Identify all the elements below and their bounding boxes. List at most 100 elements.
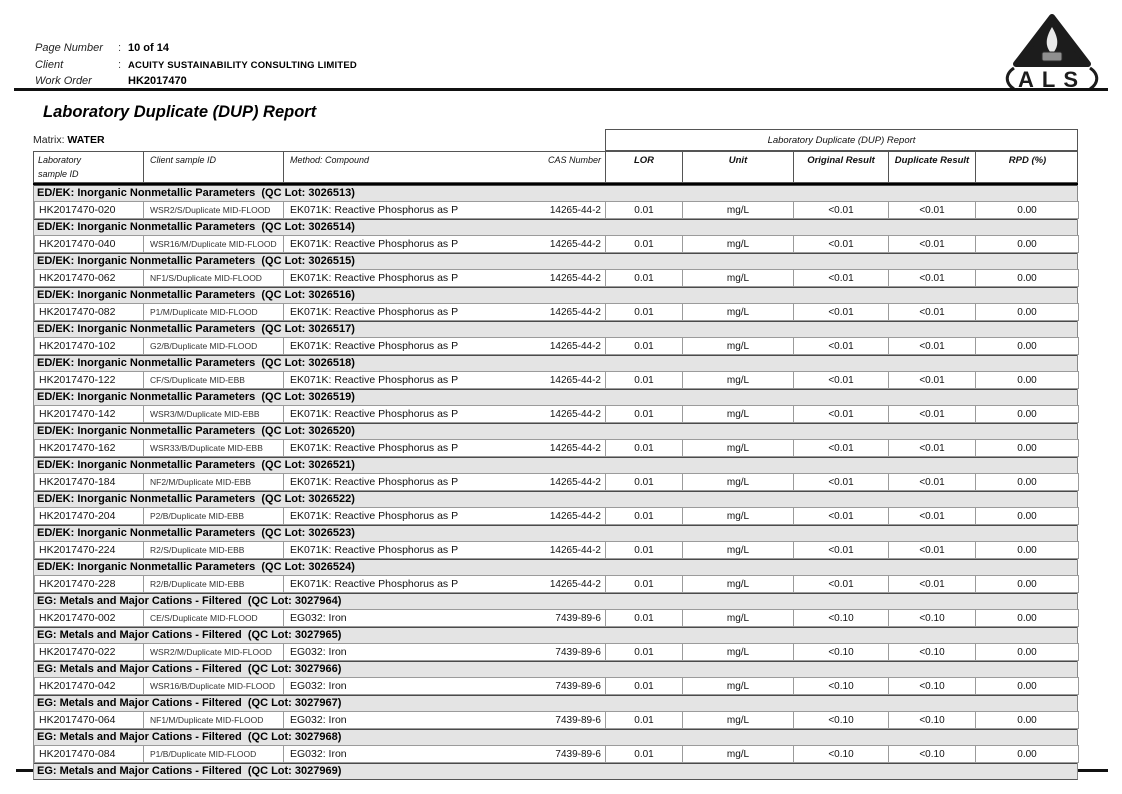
cell-unit: mg/L <box>683 711 794 729</box>
cell-cas: 7439-89-6 <box>516 711 606 729</box>
col-original-result: Original Result <box>794 152 889 182</box>
matrix-label: Matrix: <box>33 134 65 146</box>
cell-lor: 0.01 <box>606 337 683 355</box>
cell-original: <0.01 <box>794 337 889 355</box>
header-body-divider <box>33 183 1078 185</box>
cell-method: EK071K: Reactive Phosphorus as P <box>284 507 516 525</box>
table-row: HK2017470-102 G2/B/Duplicate MID-FLOOD EK0… <box>34 337 1079 355</box>
group-header: ED/EK: Inorganic Nonmetallic Parameters … <box>34 559 1077 575</box>
client-colon: : <box>118 59 122 71</box>
cell-client-id: P1/B/Duplicate MID-FLOOD <box>144 745 284 763</box>
cell-method: EK071K: Reactive Phosphorus as P <box>284 303 516 321</box>
cell-rpd: 0.00 <box>976 201 1079 219</box>
cell-cas: 7439-89-6 <box>516 745 606 763</box>
cell-lor: 0.01 <box>606 371 683 389</box>
cell-unit: mg/L <box>683 677 794 695</box>
client-label: Client <box>35 59 64 71</box>
cell-cas: 7439-89-6 <box>516 677 606 695</box>
cell-original: <0.01 <box>794 303 889 321</box>
cell-cas: 14265-44-2 <box>516 575 606 593</box>
cell-lor: 0.01 <box>606 235 683 253</box>
span-header: Laboratory Duplicate (DUP) Report <box>605 129 1078 151</box>
cell-rpd: 0.00 <box>976 609 1079 627</box>
cell-lor: 0.01 <box>606 303 683 321</box>
cell-lab-id: HK2017470-184 <box>34 473 144 491</box>
cell-lor: 0.01 <box>606 439 683 457</box>
group-header: EG: Metals and Major Cations - Filtered … <box>34 695 1077 711</box>
cell-client-id: WSR33/B/Duplicate MID-EBB <box>144 439 284 457</box>
cell-method: EK071K: Reactive Phosphorus as P <box>284 405 516 423</box>
cell-client-id: NF1/M/Duplicate MID-FLOOD <box>144 711 284 729</box>
table-row: HK2017470-020 WSR2/S/Duplicate MID-FLOOD E… <box>34 201 1079 219</box>
cell-original: <0.10 <box>794 643 889 661</box>
cell-original: <0.10 <box>794 745 889 763</box>
group-header: ED/EK: Inorganic Nonmetallic Parameters … <box>34 253 1077 269</box>
cell-method: EK071K: Reactive Phosphorus as P <box>284 473 516 491</box>
table-row: HK2017470-228 R2/B/Duplicate MID-EBB EK071… <box>34 575 1079 593</box>
cell-client-id: CE/S/Duplicate MID-FLOOD <box>144 609 284 627</box>
col-cas-number: CAS Number <box>516 152 606 182</box>
cell-cas: 14265-44-2 <box>516 303 606 321</box>
cell-cas: 14265-44-2 <box>516 235 606 253</box>
cell-duplicate: <0.10 <box>889 745 976 763</box>
cell-client-id: WSR2/M/Duplicate MID-FLOOD <box>144 643 284 661</box>
cell-original: <0.01 <box>794 575 889 593</box>
cell-lab-id: HK2017470-084 <box>34 745 144 763</box>
table-row: HK2017470-204 P2/B/Duplicate MID-EBB EK071… <box>34 507 1079 525</box>
als-logo-icon: ALS <box>1005 14 1099 90</box>
cell-method: EK071K: Reactive Phosphorus as P <box>284 235 516 253</box>
cell-unit: mg/L <box>683 507 794 525</box>
col-unit: Unit <box>683 152 794 182</box>
cell-cas: 14265-44-2 <box>516 439 606 457</box>
table-row: HK2017470-082 P1/M/Duplicate MID-FLOOD EK0… <box>34 303 1079 321</box>
cell-rpd: 0.00 <box>976 711 1079 729</box>
cell-method: EG032: Iron <box>284 609 516 627</box>
group-header: ED/EK: Inorganic Nonmetallic Parameters … <box>34 355 1077 371</box>
client-value: ACUITY SUSTAINABILITY CONSULTING LIMITED <box>128 60 357 71</box>
cell-rpd: 0.00 <box>976 303 1079 321</box>
cell-cas: 14265-44-2 <box>516 269 606 287</box>
cell-rpd: 0.00 <box>976 439 1079 457</box>
cell-lab-id: HK2017470-020 <box>34 201 144 219</box>
page-number-colon: : <box>118 42 122 54</box>
cell-method: EG032: Iron <box>284 745 516 763</box>
matrix-line: Matrix: WATER <box>33 134 105 146</box>
cell-cas: 7439-89-6 <box>516 643 606 661</box>
cell-lor: 0.01 <box>606 473 683 491</box>
cell-lor: 0.01 <box>606 507 683 525</box>
cell-lor: 0.01 <box>606 643 683 661</box>
cell-duplicate: <0.10 <box>889 643 976 661</box>
cell-lab-id: HK2017470-224 <box>34 541 144 559</box>
group-header: ED/EK: Inorganic Nonmetallic Parameters … <box>34 321 1077 337</box>
page-title: Laboratory Duplicate (DUP) Report <box>43 103 317 121</box>
group-header: EG: Metals and Major Cations - Filtered … <box>34 627 1077 643</box>
cell-rpd: 0.00 <box>976 269 1079 287</box>
table-row: HK2017470-084 P1/B/Duplicate MID-FLOOD EG0… <box>34 745 1079 763</box>
cell-duplicate: <0.01 <box>889 201 976 219</box>
cell-lor: 0.01 <box>606 541 683 559</box>
table-row: HK2017470-122 CF/S/Duplicate MID-EBB EK071… <box>34 371 1079 389</box>
col-lab-line1: Laboratory <box>38 155 82 165</box>
cell-unit: mg/L <box>683 745 794 763</box>
group-header: ED/EK: Inorganic Nonmetallic Parameters … <box>34 423 1077 439</box>
cell-method: EG032: Iron <box>284 711 516 729</box>
table-row: HK2017470-042 WSR16/B/Duplicate MID-FLOOD… <box>34 677 1079 695</box>
matrix-value: WATER <box>67 134 105 146</box>
group-header: ED/EK: Inorganic Nonmetallic Parameters … <box>34 287 1077 303</box>
cell-duplicate: <0.10 <box>889 677 976 695</box>
table-row: HK2017470-142 WSR3/M/Duplicate MID-EBB EK0… <box>34 405 1079 423</box>
cell-unit: mg/L <box>683 575 794 593</box>
cell-lab-id: HK2017470-002 <box>34 609 144 627</box>
cell-cas: 14265-44-2 <box>516 405 606 423</box>
cell-original: <0.01 <box>794 269 889 287</box>
cell-lab-id: HK2017470-162 <box>34 439 144 457</box>
group-header: ED/EK: Inorganic Nonmetallic Parameters … <box>34 491 1077 507</box>
col-lab-line2: sample ID <box>38 169 79 179</box>
cell-unit: mg/L <box>683 201 794 219</box>
cell-client-id: WSR3/M/Duplicate MID-EBB <box>144 405 284 423</box>
cell-original: <0.01 <box>794 371 889 389</box>
cell-lor: 0.01 <box>606 677 683 695</box>
cell-lab-id: HK2017470-082 <box>34 303 144 321</box>
table-row: HK2017470-064 NF1/M/Duplicate MID-FLOOD EG… <box>34 711 1079 729</box>
cell-lor: 0.01 <box>606 269 683 287</box>
